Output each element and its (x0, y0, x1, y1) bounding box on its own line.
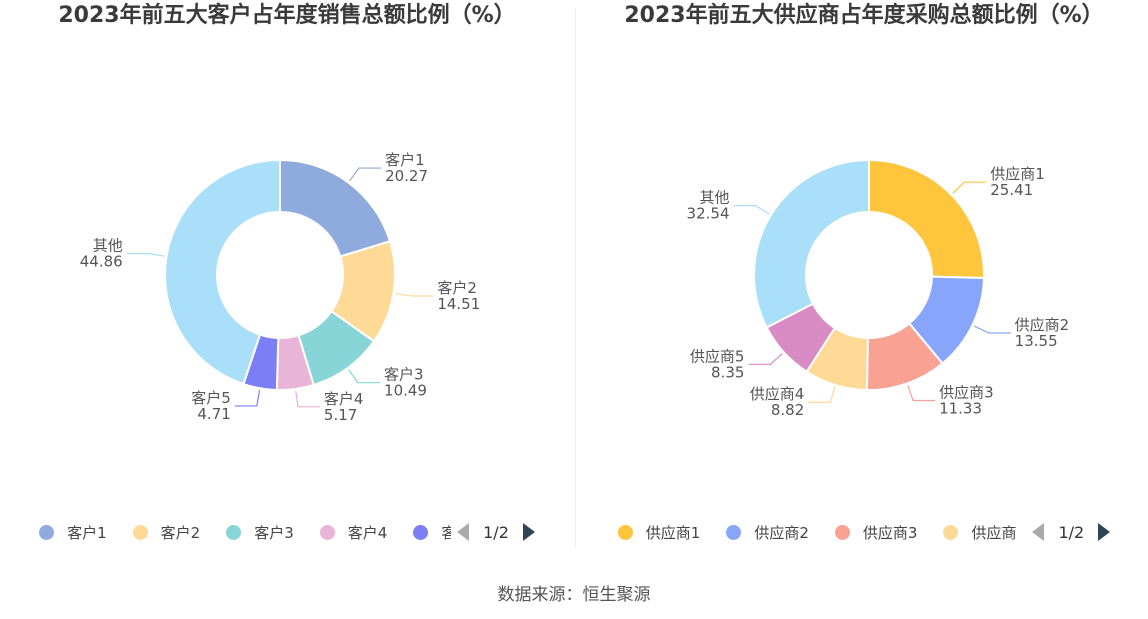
leader-line-0-1 (395, 292, 434, 297)
legend-dot-icon (943, 524, 959, 540)
legend-items: 供应商1 供应商2 供应商3 供应商 (617, 522, 1027, 543)
slice-value-label-1-5: 32.54 (687, 205, 730, 223)
legend-dot-icon (39, 524, 55, 540)
leader-line-0-4 (234, 390, 261, 407)
legend-item-0-4[interactable]: 客 (413, 522, 451, 543)
legend: 客户1 客户2 客户3 客户4 客 1/2 (0, 519, 574, 545)
slice-value-label-0-2: 10.49 (384, 382, 427, 400)
leader-line-1-3 (808, 386, 836, 403)
legend-item-1-1[interactable]: 供应商2 (726, 522, 809, 543)
legend-label: 客户3 (254, 523, 294, 542)
slice-value-label-0-4: 4.71 (197, 405, 230, 423)
legend-page-indicator: 1/2 (483, 522, 509, 542)
legend-item-1-2[interactable]: 供应商3 (834, 522, 918, 543)
legend-items: 客户1 客户2 客户3 客户4 客 (39, 522, 451, 543)
slice-name-label-0-2: 客户3 (384, 366, 424, 384)
slice-value-label-1-2: 11.33 (939, 399, 982, 417)
panel-divider (575, 8, 576, 548)
chart-title: 2023年前五大客户占年度销售总额比例（%） (58, 3, 516, 28)
legend-pager: 1/2 (1032, 522, 1111, 542)
legend-item-0-0[interactable]: 客户1 (39, 522, 107, 543)
legend-prev-arrow-icon[interactable] (457, 523, 470, 541)
legend-pager: 1/2 (457, 523, 535, 542)
legend-dot-icon (834, 524, 850, 540)
leader-line-1-0 (952, 181, 987, 194)
customer-chart-panel: 2023年前五大客户占年度销售总额比例（%） 客户1 20.27 客户2 14.51 客… (0, 0, 574, 555)
slice-value-label-1-4: 8.35 (711, 363, 744, 381)
legend-item-0-1[interactable]: 客户2 (132, 522, 201, 543)
leader-line-0-2 (348, 369, 381, 384)
donut-slice-1-0[interactable] (868, 158, 985, 279)
leader-line-0-3 (295, 390, 320, 408)
legend-dot-icon (726, 524, 742, 540)
slice-value-label-1-0: 25.41 (990, 181, 1033, 199)
slice-name-label-1-2: 供应商3 (939, 383, 994, 401)
legend-label: 供应商 (971, 523, 1017, 542)
legend-dot-icon (319, 524, 335, 540)
leader-line-1-2 (907, 385, 936, 402)
legend-item-1-0[interactable]: 供应商1 (617, 522, 701, 543)
slice-name-label-0-0: 客户1 (385, 151, 425, 169)
slice-name-label-1-5: 其他 (699, 189, 729, 207)
slice-value-label-0-1: 14.51 (437, 295, 480, 313)
legend-item-0-2[interactable]: 客户3 (226, 522, 294, 543)
slice-name-label-0-4: 客户5 (191, 389, 231, 407)
slice-name-label-0-1: 客户2 (437, 279, 477, 297)
slice-name-label-1-1: 供应商2 (1015, 316, 1070, 334)
legend-label: 客 (441, 523, 452, 542)
legend-label: 客户2 (160, 523, 201, 542)
legend-label: 供应商3 (862, 523, 918, 542)
legend-page-indicator: 1/2 (1058, 522, 1085, 542)
legend-label: 供应商2 (754, 523, 809, 542)
slice-value-label-0-5: 44.86 (80, 253, 123, 271)
leader-line-0-0 (349, 167, 382, 182)
slice-value-label-0-0: 20.27 (385, 167, 428, 185)
slice-name-label-1-4: 供应商5 (690, 347, 745, 365)
donut-slice-1-5[interactable] (753, 158, 870, 329)
legend-item-1-3[interactable]: 供应商 (943, 522, 1016, 543)
legend-dot-icon (413, 524, 429, 540)
supplier-chart-panel: 2023年前五大供应商占年度采购总额比例（%） 供应商1 25.41 供应商2 13.… (577, 0, 1148, 555)
legend-dot-icon (617, 524, 633, 540)
legend-prev-arrow-icon[interactable] (1032, 523, 1045, 541)
leader-line-1-1 (974, 325, 1011, 334)
legend-next-arrow-icon[interactable] (1098, 523, 1111, 541)
slice-value-label-1-1: 13.55 (1015, 332, 1058, 350)
legend-dot-icon (226, 524, 242, 540)
slice-value-label-0-3: 5.17 (324, 406, 357, 424)
leader-line-0-5 (126, 252, 165, 257)
donut-slice-0-5[interactable] (164, 158, 281, 386)
chart-title: 2023年前五大供应商占年度采购总额比例（%） (624, 3, 1104, 28)
slice-value-label-1-3: 8.82 (771, 401, 804, 419)
legend-next-arrow-icon[interactable] (522, 523, 535, 541)
legend-label: 供应商1 (645, 523, 701, 542)
legend-label: 客户1 (67, 523, 107, 542)
leader-line-1-4 (748, 353, 783, 365)
donut-slice-0-0[interactable] (279, 158, 392, 258)
legend: 供应商1 供应商2 供应商3 供应商 1/2 (577, 519, 1148, 545)
legend-dot-icon (132, 524, 148, 540)
slice-name-label-0-3: 客户4 (324, 390, 364, 408)
data-source-note: 数据来源：恒生聚源 (497, 585, 651, 605)
legend-item-0-3[interactable]: 客户4 (319, 522, 388, 543)
legend-label: 客户4 (347, 523, 388, 542)
slice-name-label-1-0: 供应商1 (990, 165, 1045, 183)
leader-line-1-5 (733, 205, 770, 215)
slice-name-label-0-5: 其他 (93, 237, 123, 255)
slice-name-label-1-3: 供应商4 (750, 385, 805, 403)
